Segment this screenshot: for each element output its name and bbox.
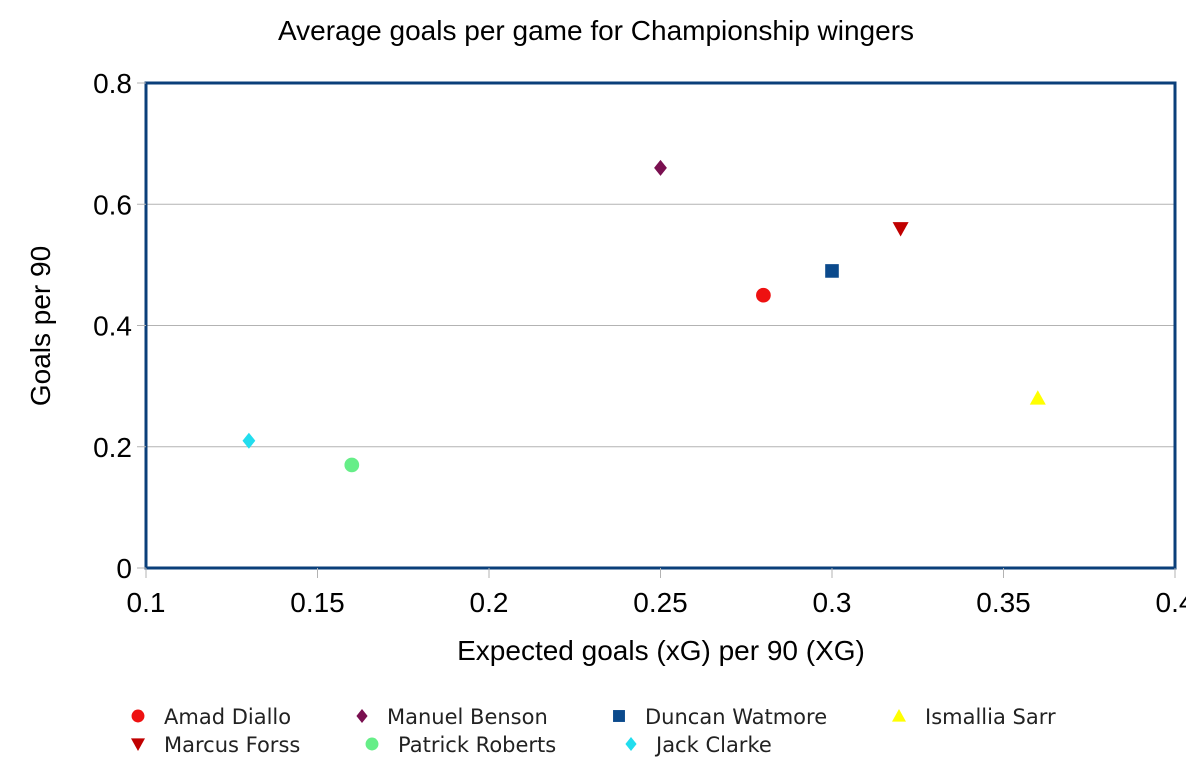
legend-label: Amad Diallo: [164, 705, 291, 729]
x-tick-label: 0.3: [813, 587, 852, 618]
x-tick-label: 0.1: [127, 587, 166, 618]
legend-marker: [131, 738, 145, 751]
legend-label: Marcus Forss: [164, 733, 300, 757]
legend-marker: [356, 709, 368, 723]
legend-label: Manuel Benson: [387, 705, 548, 729]
x-tick-label: 0.15: [290, 587, 345, 618]
data-point: [344, 457, 360, 473]
legend: Amad Diallo Manuel Benson Duncan Watmore Is…: [131, 705, 1056, 757]
legend-marker: [613, 710, 625, 722]
data-point: [756, 287, 771, 303]
legend-marker: [892, 709, 906, 722]
legend-label: Duncan Watmore: [645, 705, 827, 729]
data-point: [825, 264, 839, 278]
x-tick-label: 0.35: [976, 587, 1031, 618]
legend-label: Ismallia Sarr: [925, 705, 1056, 729]
data-point: [242, 432, 256, 449]
y-axis-title: Goals per 90: [25, 246, 56, 406]
x-tick-label: 0.2: [470, 587, 509, 618]
y-tick-label: 0.2: [93, 432, 132, 463]
legend-marker: [365, 737, 379, 751]
legend-label: Jack Clarke: [654, 733, 772, 757]
data-point: [892, 222, 909, 237]
y-tick-label: 0.4: [93, 311, 132, 342]
legend-marker: [131, 709, 145, 723]
x-axis: 0.1 0.15 0.2 0.25 0.3 0.35 0.4: [127, 568, 1186, 618]
y-axis: 0 0.2 0.4 0.6 0.8: [93, 68, 146, 584]
legend-marker: [625, 737, 637, 751]
x-tick-label: 0.25: [633, 587, 688, 618]
x-axis-title: Expected goals (xG) per 90 (XG): [457, 635, 865, 666]
y-tick-label: 0: [116, 553, 132, 584]
y-tick-label: 0.8: [93, 68, 132, 99]
gridlines: [146, 82, 1175, 569]
data-point: [1029, 390, 1046, 405]
data-point: [654, 159, 667, 176]
x-tick-label: 0.4: [1156, 587, 1186, 618]
data-points: [242, 159, 1046, 473]
y-tick-label: 0.6: [93, 189, 132, 220]
chart-title: Average goals per game for Championship …: [278, 15, 914, 46]
legend-label: Patrick Roberts: [398, 733, 556, 757]
